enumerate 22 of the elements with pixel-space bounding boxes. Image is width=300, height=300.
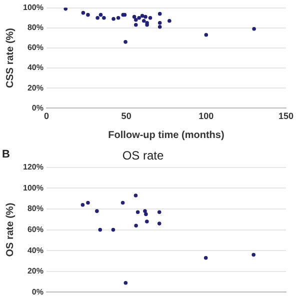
x-tick-label: 100	[198, 111, 214, 122]
y-tick-label: 120%	[22, 162, 44, 172]
y-tick-label: 20%	[27, 83, 44, 92]
y-tick-label: 100%	[22, 3, 44, 12]
y-tick-label: 40%	[27, 246, 44, 255]
y-tick-label: 60%	[27, 43, 44, 52]
y-axis-title: CSS rate (%)	[4, 28, 16, 88]
chart-title: OS rate	[122, 148, 164, 163]
y-tick-label: 0%	[32, 287, 44, 296]
y-tick-label: 60%	[27, 225, 44, 234]
text: B	[2, 148, 10, 161]
y-tick-label: 40%	[27, 63, 44, 72]
y-axis-title: OS rate (%)	[4, 202, 16, 257]
y-tick-label: 100%	[22, 183, 44, 192]
x-tick-label: 0	[44, 111, 49, 122]
y-tick-label: 80%	[27, 204, 44, 214]
x-axis-title: Follow-up time (months)	[108, 130, 224, 141]
x-tick-label: 50	[121, 111, 132, 122]
y-tick-label: 0%	[32, 103, 44, 112]
y-tick-label: 80%	[27, 23, 44, 32]
x-tick-label: 150	[278, 111, 294, 122]
y-tick-label: 20%	[27, 266, 44, 276]
